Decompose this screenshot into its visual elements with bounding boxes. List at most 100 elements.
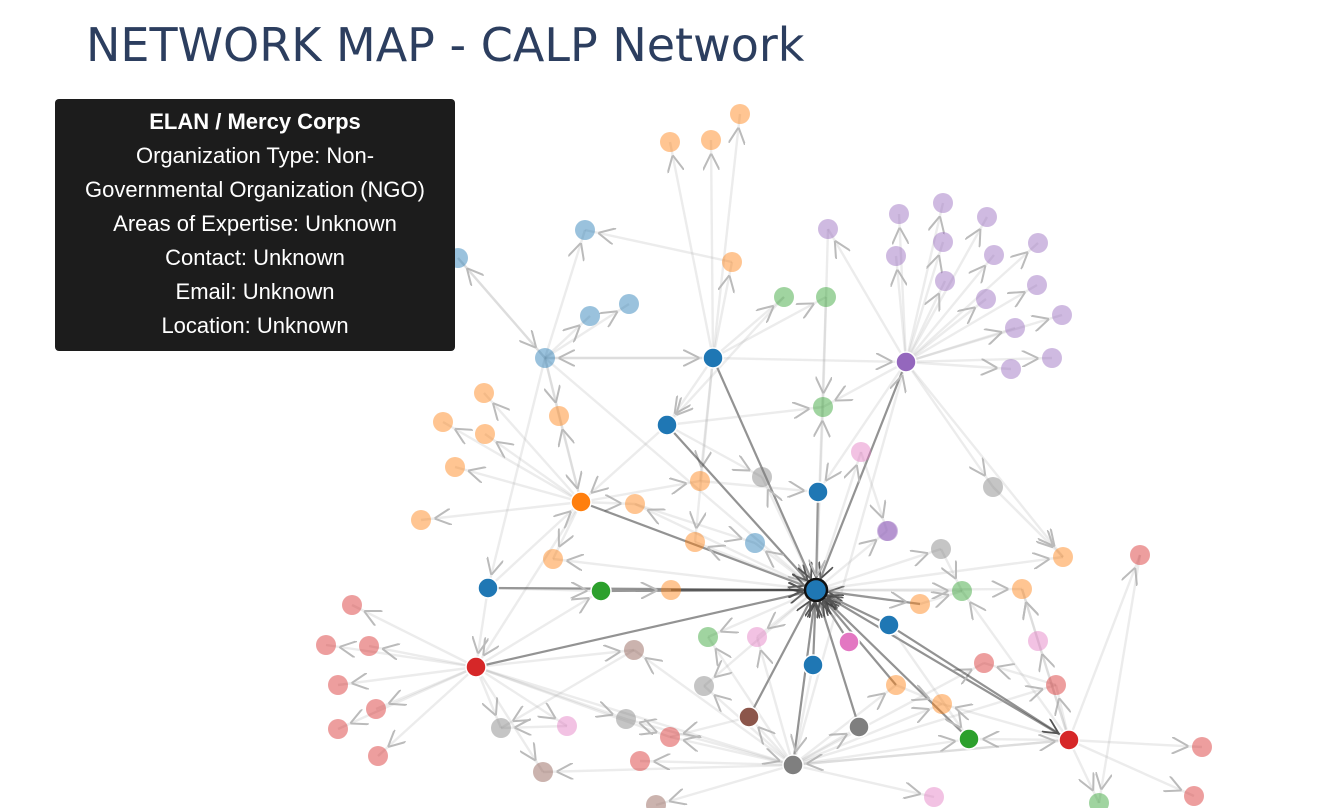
focus-node[interactable] [803,577,829,603]
graph-node-pink[interactable] [924,787,944,807]
graph-edge [544,302,630,360]
graph-node-orange[interactable] [722,252,742,272]
graph-node-green[interactable] [698,627,718,647]
graph-node-brown[interactable] [624,640,644,660]
graph-node-purple[interactable] [933,193,953,213]
graph-node-purple[interactable] [877,521,897,541]
graph-node-purple[interactable] [933,232,953,252]
graph-node-red[interactable] [1130,545,1150,565]
graph-node-pink[interactable] [747,627,767,647]
graph-node-orange[interactable] [625,494,645,514]
graph-node-green[interactable] [590,580,612,602]
graph-node-red[interactable] [366,699,386,719]
graph-node-red[interactable] [328,719,348,739]
graph-node-red[interactable] [1046,675,1066,695]
graph-node-orange[interactable] [730,104,750,124]
graph-node-pink[interactable] [1028,631,1048,651]
graph-node-purple[interactable] [977,207,997,227]
graph-edge [905,326,1016,364]
graph-node-purple[interactable] [1028,233,1048,253]
graph-node-blue[interactable] [702,347,724,369]
graph-node-purple[interactable] [976,289,996,309]
graph-node-orange[interactable] [661,580,681,600]
graph-node-orange[interactable] [543,549,563,569]
graph-node-pink[interactable] [851,442,871,462]
graph-node-orange[interactable] [1053,547,1073,567]
graph-node-green[interactable] [816,287,836,307]
graph-node-blue[interactable] [802,654,824,676]
graph-node-blue[interactable] [807,481,829,503]
graph-node-purple[interactable] [889,204,909,224]
graph-node-green[interactable] [774,287,794,307]
graph-node-brown[interactable] [646,795,666,808]
graph-node-red[interactable] [1184,786,1204,806]
graph-node-red[interactable] [359,636,379,656]
graph-node-orange[interactable] [932,694,952,714]
graph-node-orange[interactable] [701,130,721,150]
graph-node-red[interactable] [660,727,680,747]
graph-node-red[interactable] [316,635,336,655]
graph-node-orange[interactable] [1012,579,1032,599]
graph-node-blue[interactable] [619,294,639,314]
graph-node-purple[interactable] [818,219,838,239]
graph-node-purple[interactable] [1001,359,1021,379]
graph-node-green[interactable] [958,728,980,750]
graph-node-orange[interactable] [433,412,453,432]
graph-node-orange[interactable] [474,383,494,403]
graph-node-orange[interactable] [549,406,569,426]
graph-node-purple[interactable] [1027,275,1047,295]
graph-node-orange[interactable] [660,132,680,152]
graph-node-pink[interactable] [838,631,860,653]
graph-node-purple[interactable] [1005,318,1025,338]
graph-node-red[interactable] [630,751,650,771]
graph-node-red[interactable] [368,746,388,766]
graph-node-purple[interactable] [984,245,1004,265]
graph-node-red[interactable] [328,675,348,695]
graph-node-purple[interactable] [895,351,917,373]
graph-edge [545,357,559,417]
graph-node-gray[interactable] [752,467,772,487]
graph-node-red[interactable] [1192,737,1212,757]
graph-edge [815,589,1023,590]
graph-node-orange[interactable] [570,491,592,513]
graph-node-green[interactable] [952,581,972,601]
graph-node-blue[interactable] [878,614,900,636]
graph-node-gray[interactable] [616,709,636,729]
graph-node-red[interactable] [465,656,487,678]
graph-node-purple[interactable] [878,521,898,541]
graph-node-orange[interactable] [886,675,906,695]
graph-node-brown[interactable] [533,762,553,782]
graph-node-green[interactable] [813,397,833,417]
graph-node-red[interactable] [342,595,362,615]
graph-node-gray[interactable] [931,539,951,559]
graph-node-gray[interactable] [491,718,511,738]
graph-node-blue[interactable] [477,577,499,599]
graph-node-blue[interactable] [745,533,765,553]
graph-edge [792,661,985,767]
graph-node-purple[interactable] [886,246,906,266]
graph-node-orange[interactable] [910,594,930,614]
graph-node-orange[interactable] [690,471,710,491]
graph-node-purple[interactable] [935,271,955,291]
graph-node-blue[interactable] [535,348,555,368]
graph-node-orange[interactable] [445,457,465,477]
graph-node-gray[interactable] [694,676,714,696]
graph-node-gray[interactable] [782,754,804,776]
graph-node-purple[interactable] [1052,305,1072,325]
graph-node-pink[interactable] [557,716,577,736]
graph-node-red[interactable] [974,653,994,673]
graph-node-gray[interactable] [848,716,870,738]
graph-node-orange[interactable] [411,510,431,530]
graph-node-brown[interactable] [738,706,760,728]
graph-node-orange[interactable] [685,532,705,552]
graph-edge [500,726,568,728]
graph-node-green[interactable] [1089,793,1109,808]
graph-node-blue[interactable] [656,414,678,436]
graph-node-orange[interactable] [475,424,495,444]
graph-node-purple[interactable] [1042,348,1062,368]
graph-node-gray[interactable] [983,477,1003,497]
graph-node-red[interactable] [1058,729,1080,751]
graph-node-blue[interactable] [580,306,600,326]
graph-node-blue[interactable] [575,220,595,240]
